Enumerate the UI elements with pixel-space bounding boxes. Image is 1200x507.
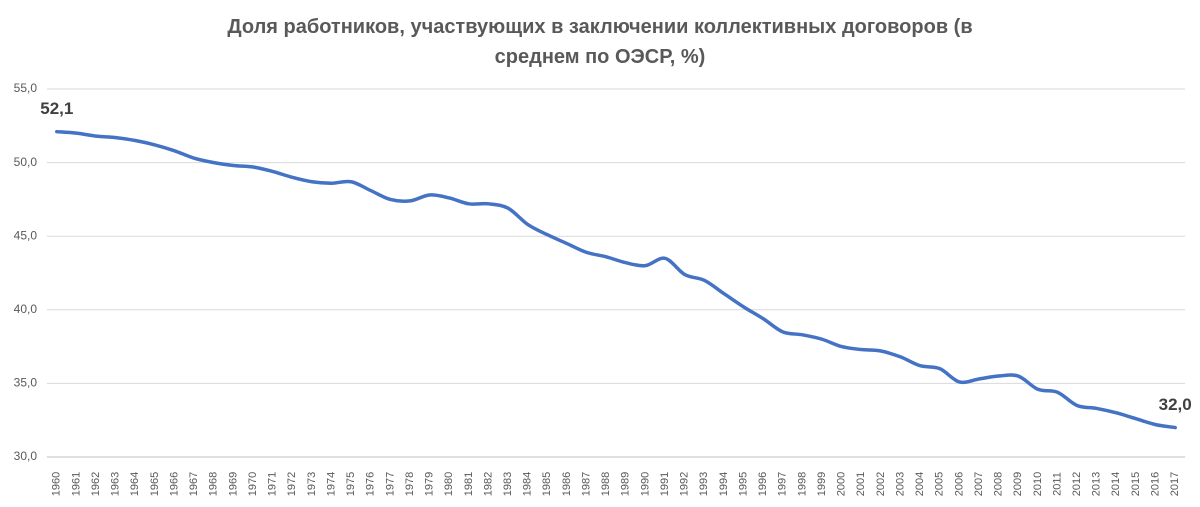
x-tick-label: 1998 xyxy=(796,472,808,496)
x-tick-label: 1960 xyxy=(51,472,63,496)
x-tick-label: 1981 xyxy=(463,472,475,496)
x-tick-label: 2004 xyxy=(914,472,926,496)
x-tick-label: 1989 xyxy=(620,472,632,496)
x-tick-label: 2008 xyxy=(993,472,1005,496)
x-tick-label: 1970 xyxy=(247,472,259,496)
x-tick-label: 1973 xyxy=(306,472,318,496)
data-label: 32,0 xyxy=(1159,395,1192,414)
x-tick-label: 1990 xyxy=(639,472,651,496)
x-tick-label: 2010 xyxy=(1032,472,1044,496)
y-tick-label: 50,0 xyxy=(14,155,38,169)
x-tick-label: 2009 xyxy=(1012,472,1024,496)
x-tick-label: 2015 xyxy=(1130,472,1142,496)
x-tick-label: 1999 xyxy=(816,472,828,496)
x-tick-label: 1997 xyxy=(777,472,789,496)
x-tick-label: 2006 xyxy=(953,472,965,496)
y-tick-label: 30,0 xyxy=(14,449,38,463)
x-tick-label: 1975 xyxy=(345,472,357,496)
x-tick-label: 1972 xyxy=(286,472,298,496)
x-tick-label: 1977 xyxy=(384,472,396,496)
x-tick-label: 1978 xyxy=(404,472,416,496)
x-tick-label: 1987 xyxy=(580,472,592,496)
x-tick-label: 1982 xyxy=(482,472,494,496)
x-tick-label: 2005 xyxy=(934,472,946,496)
x-tick-label: 1967 xyxy=(188,472,200,496)
x-tick-label: 1994 xyxy=(718,472,730,496)
x-tick-label: 1976 xyxy=(365,472,377,496)
x-tick-label: 1984 xyxy=(522,472,534,496)
x-tick-label: 1979 xyxy=(424,472,436,496)
x-tick-label: 2014 xyxy=(1110,472,1122,496)
data-line xyxy=(55,129,1177,430)
x-tick-label: 1992 xyxy=(679,472,691,496)
x-tick-label: 1971 xyxy=(267,472,279,496)
x-tick-label: 1968 xyxy=(208,472,220,496)
x-tick-label: 1988 xyxy=(600,472,612,496)
x-tick-label: 2001 xyxy=(855,472,867,496)
x-tick-label: 2012 xyxy=(1071,472,1083,496)
x-tick-label: 1991 xyxy=(659,472,671,496)
x-tick-label: 2016 xyxy=(1149,472,1161,496)
x-tick-label: 1983 xyxy=(502,472,514,496)
x-tick-label: 1974 xyxy=(325,472,337,496)
x-tick-label: 2007 xyxy=(973,472,985,496)
y-tick-label: 35,0 xyxy=(14,376,38,390)
x-tick-label: 2017 xyxy=(1169,472,1181,496)
x-tick-label: 1963 xyxy=(110,472,122,496)
x-tick-label: 1993 xyxy=(698,472,710,496)
x-tick-label: 1966 xyxy=(168,472,180,496)
x-tick-label: 1964 xyxy=(129,472,141,496)
x-tick-label: 1996 xyxy=(757,472,769,496)
y-tick-label: 45,0 xyxy=(14,228,38,242)
x-tick-label: 1995 xyxy=(737,472,749,496)
x-tick-label: 2011 xyxy=(1051,472,1063,496)
x-tick-label: 1962 xyxy=(90,472,102,496)
x-tick-label: 1965 xyxy=(149,472,161,496)
x-tick-label: 2000 xyxy=(836,472,848,496)
x-tick-label: 2003 xyxy=(894,472,906,496)
y-tick-label: 40,0 xyxy=(14,302,38,316)
x-tick-label: 1985 xyxy=(541,472,553,496)
x-tick-label: 1969 xyxy=(227,472,239,496)
y-tick-label: 55,0 xyxy=(14,81,38,95)
chart-title: Доля работников, участвующих в заключени… xyxy=(227,16,973,68)
x-tick-label: 1961 xyxy=(70,472,82,496)
x-tick-label: 2002 xyxy=(875,472,887,496)
x-tick-label: 1986 xyxy=(561,472,573,496)
data-label: 52,1 xyxy=(40,99,73,118)
x-tick-label: 1980 xyxy=(443,472,455,496)
x-tick-label: 2013 xyxy=(1091,472,1103,496)
